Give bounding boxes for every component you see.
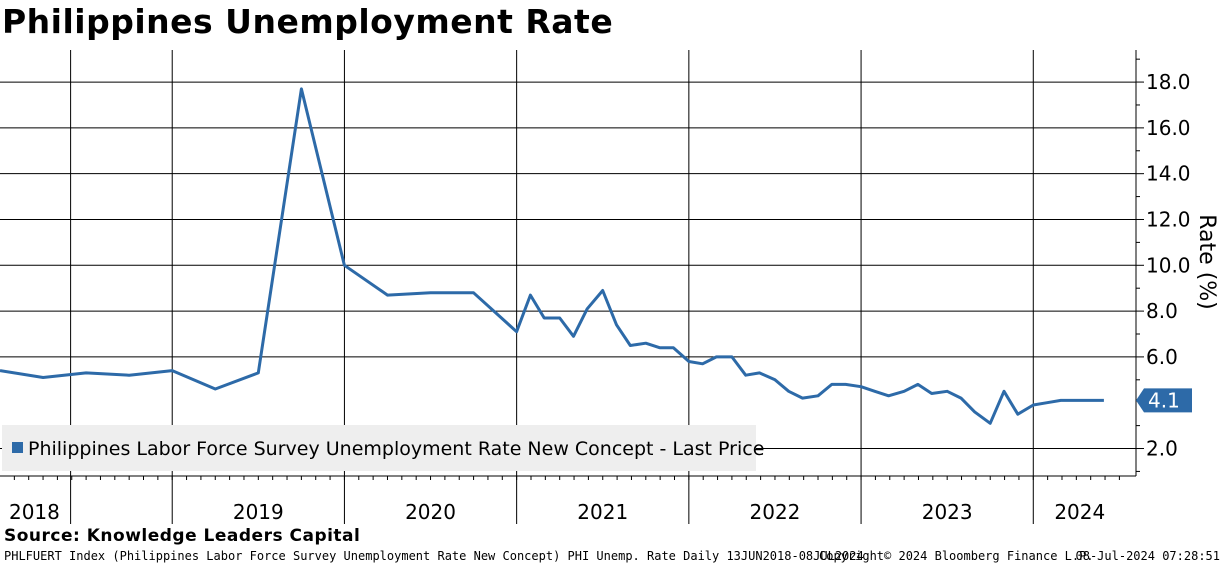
year-label: 2019 bbox=[233, 500, 284, 524]
source-note: Source: Knowledge Leaders Capital bbox=[4, 526, 361, 546]
horizontal-gridlines bbox=[0, 81, 1136, 450]
series-group bbox=[0, 87, 1104, 425]
legend-label: Philippines Labor Force Survey Unemploym… bbox=[28, 438, 764, 460]
last-value-label: 4.1 bbox=[1148, 388, 1180, 412]
y-tick-label: 18.0 bbox=[1146, 70, 1191, 94]
last-value-marker: 4.1 bbox=[1136, 388, 1192, 413]
y-tick-label: 14.0 bbox=[1146, 162, 1191, 186]
year-label: 2022 bbox=[750, 500, 801, 524]
year-label: 2020 bbox=[405, 500, 456, 524]
y-tick-label: 8.0 bbox=[1146, 299, 1178, 323]
footer-timestamp: 08-Jul-2024 07:28:51 bbox=[1075, 549, 1221, 563]
last-value-badge bbox=[1136, 388, 1192, 413]
footer-description: PHLFUERT Index (Philippines Labor Force … bbox=[4, 549, 864, 563]
y-tick-label: 6.0 bbox=[1146, 345, 1178, 369]
y-tick-label: 2.0 bbox=[1146, 437, 1178, 461]
chart-title: Philippines Unemployment Rate bbox=[2, 2, 614, 41]
footer-copyright: Copyright© 2024 Bloomberg Finance L.P. bbox=[819, 549, 1094, 563]
series-line bbox=[0, 87, 1104, 425]
year-label: 2021 bbox=[577, 500, 628, 524]
y-axis-label: Rate (%) bbox=[1194, 214, 1219, 310]
y-axis: 2.0 6.0 8.0 10.0 12.0 14.0 16.0 18.0 bbox=[0, 50, 1191, 477]
year-label: 2024 bbox=[1054, 500, 1105, 524]
y-tick-label: 16.0 bbox=[1146, 116, 1191, 140]
y-tick-label: 10.0 bbox=[1146, 253, 1191, 277]
y-tick-label: 12.0 bbox=[1146, 207, 1191, 231]
year-label: 2018 bbox=[9, 500, 60, 524]
legend-background bbox=[2, 425, 756, 471]
legend-swatch bbox=[12, 442, 23, 453]
legend: Philippines Labor Force Survey Unemploym… bbox=[2, 425, 764, 471]
year-labels: 2018 2019 2020 2021 2022 2023 2024 bbox=[9, 500, 1105, 524]
year-label: 2023 bbox=[922, 500, 973, 524]
